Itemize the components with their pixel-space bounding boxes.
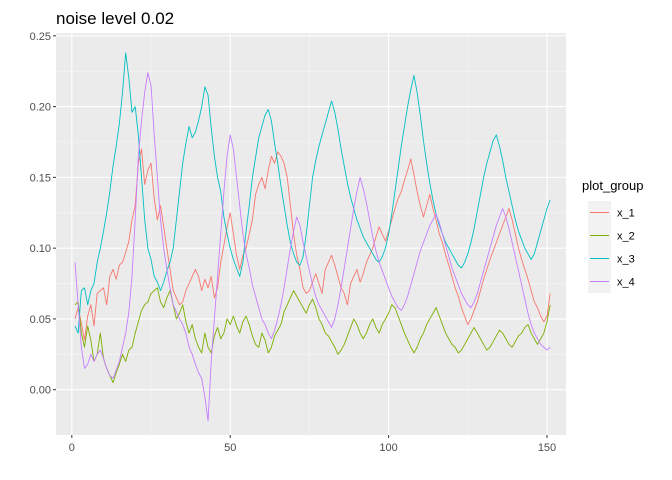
y-tick-label: 0.25	[30, 31, 51, 43]
series-line-x-2	[74, 287, 551, 384]
legend-label: x_1	[617, 208, 635, 220]
series-line-x-1	[74, 148, 551, 341]
y-tick-label: 0.05	[30, 314, 51, 326]
y-tick-label: 0.00	[30, 385, 51, 397]
y-tick-label: 0.15	[30, 172, 51, 184]
series-lines	[74, 52, 551, 422]
plot-panel	[56, 33, 566, 435]
legend-label: x_2	[617, 231, 635, 243]
series-line-x-3	[74, 52, 551, 334]
x-tick-label: 150	[538, 442, 556, 454]
x-axis: 0 50 100 150	[69, 435, 556, 454]
x-tick-label: 100	[379, 442, 397, 454]
y-axis: 0.00 0.05 0.10 0.15 0.20 0.25	[30, 31, 56, 397]
y-tick-label: 0.10	[30, 243, 51, 255]
y-tick-label: 0.20	[30, 102, 51, 114]
major-gridlines	[56, 33, 566, 435]
chart-title: noise level 0.02	[56, 9, 174, 28]
legend-title: plot_group	[582, 178, 643, 193]
series-line-x-4	[74, 72, 551, 422]
minor-gridlines	[56, 33, 566, 435]
legend-label: x_4	[617, 277, 635, 289]
x-tick-label: 50	[224, 442, 236, 454]
legend-label: x_3	[617, 254, 635, 266]
legend: plot_group x_1 x_2 x_3 x_4	[582, 178, 643, 293]
x-tick-label: 0	[69, 442, 75, 454]
